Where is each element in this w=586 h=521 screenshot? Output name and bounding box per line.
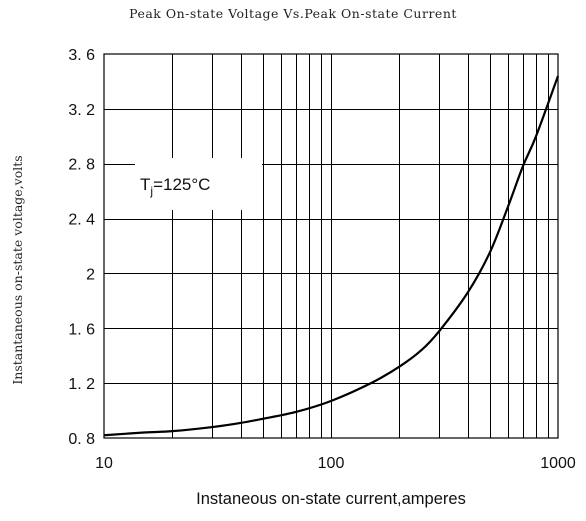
tick-labels: 10 100 1000 3. 6 3. 2 2. 8 2. 4 2 1. 6 1. 2 0. 8 (68, 47, 576, 472)
y-tick-label: 0. 8 (68, 431, 95, 448)
y-tick-label: 1. 2 (68, 376, 95, 393)
y-tick-label: 3. 2 (68, 102, 95, 119)
x-tick-label: 100 (318, 455, 345, 472)
x-tick-label: 1000 (540, 455, 576, 472)
annotation-box (135, 158, 262, 210)
annotation-t: T (140, 175, 150, 194)
chart-title: Peak On-state Voltage Vs.Peak On-state C… (129, 6, 457, 21)
y-tick-label: 1. 6 (68, 321, 95, 338)
y-tick-label: 2. 8 (68, 157, 95, 174)
y-tick-label: 3. 6 (68, 47, 95, 64)
x-axis-label: Instaneous on-state current,amperes (196, 490, 466, 508)
annotation-temperature: Tj=125°C (140, 175, 210, 198)
grid (104, 54, 558, 438)
y-tick-label: 2. 4 (68, 212, 95, 229)
x-tick-label: 10 (95, 455, 113, 472)
annotation-subscript: j (149, 184, 153, 198)
y-tick-label: 2 (86, 266, 95, 283)
plot-frame (103, 53, 559, 439)
annotation-value: =125°C (153, 175, 210, 194)
series-line (103, 75, 560, 437)
y-axis-label: Instantaneous on-state voltage,volts (10, 155, 25, 384)
